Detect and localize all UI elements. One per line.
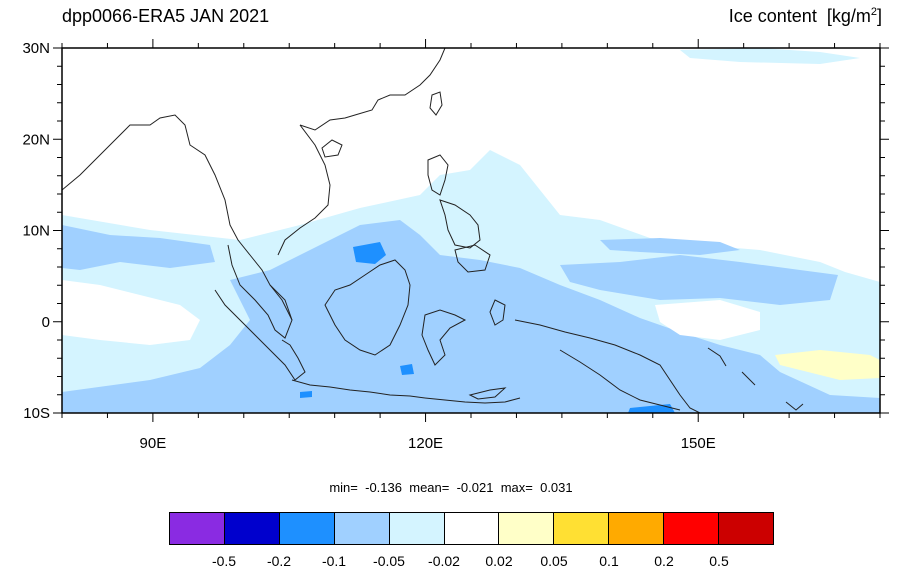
map-frame: 30N 20N 10N 0 10S 90E 120E 150E <box>22 39 889 452</box>
coast-indochina <box>299 48 446 131</box>
plot-title: dpp0066-ERA5 JAN 2021 <box>62 6 270 26</box>
lon-tick-label: 120E <box>408 435 443 452</box>
field-light-blue-northeast <box>600 238 740 255</box>
map-data-field <box>62 48 880 413</box>
coast-borneo <box>324 259 411 356</box>
field-light-blue-west <box>62 225 215 270</box>
colorbar-label: 0.5 <box>709 553 729 569</box>
colorbar-label: 0.02 <box>485 553 513 569</box>
colorbar-label: -0.5 <box>211 553 237 569</box>
field-pale-yellow-patch <box>775 350 880 380</box>
field-light-cyan-north <box>680 48 860 64</box>
coast-vietnam <box>277 124 331 256</box>
colorbar-labels: -0.5 -0.2 -0.1 -0.05 -0.02 0.02 0.05 0.1 0.2 0.5 <box>0 553 902 573</box>
stat-min-value: -0.136 <box>365 480 402 495</box>
stat-max-value: 0.031 <box>540 480 573 495</box>
colorbar-label: -0.1 <box>321 553 347 569</box>
coast-india-myanmar <box>62 114 293 321</box>
colorbar-swatch <box>279 513 335 544</box>
coast-java <box>291 379 426 399</box>
colorbar-label: 0.2 <box>654 553 674 569</box>
colorbar-label: 0.1 <box>599 553 619 569</box>
lat-tick-label: 0 <box>42 314 50 331</box>
variable-title: Ice content [kg/m2] <box>729 6 882 27</box>
colorbar-swatch <box>554 513 610 544</box>
coast-mindanao <box>454 244 491 273</box>
units-superscript: 2 <box>870 6 877 18</box>
coast-hainan <box>321 139 343 158</box>
lon-tick-label: 90E <box>140 435 167 452</box>
colorbar-swatch <box>664 513 720 544</box>
coast-new-guinea <box>514 319 701 413</box>
lat-tick-label: 20N <box>22 131 50 148</box>
longitude-ticks <box>61 39 881 422</box>
stat-max-label: max= <box>500 480 533 495</box>
lon-tick-label: 150E <box>681 435 716 452</box>
field-light-blue-east <box>560 255 838 305</box>
lat-tick-label: 30N <box>22 40 50 57</box>
colorbar-label: -0.05 <box>373 553 405 569</box>
units-prefix: [kg/m <box>826 6 871 26</box>
lat-tick-label: 10S <box>23 405 50 422</box>
map-plot: 30N 20N 10N 0 10S 90E 120E 150E <box>22 39 889 452</box>
colorbar-swatch <box>334 513 390 544</box>
coast-maluku <box>489 299 506 326</box>
colorbar-swatch <box>224 513 280 544</box>
coastlines <box>62 48 804 413</box>
stat-mean-label: mean= <box>409 480 450 495</box>
colorbar-swatch <box>389 513 445 544</box>
coast-philippines-visayas <box>439 199 481 249</box>
colorbar-label: -0.2 <box>266 553 292 569</box>
coast-sumatra <box>214 289 306 381</box>
field-white-pacific <box>655 300 760 340</box>
field-blue-patch-2 <box>400 364 414 375</box>
field-blue-patch-1 <box>353 242 386 264</box>
colorbar <box>169 512 774 545</box>
coast-bismarck <box>707 347 804 411</box>
stat-mean-value: -0.021 <box>456 480 494 495</box>
field-blue-patch-4 <box>300 391 312 398</box>
colorbar-swatch <box>609 513 665 544</box>
stat-min-label: min= <box>329 480 358 495</box>
latitude-labels: 30N 20N 10N 0 10S <box>22 40 50 422</box>
colorbar-swatch <box>444 513 500 544</box>
coast-sulawesi <box>421 309 467 366</box>
colorbar-label: 0.05 <box>540 553 568 569</box>
colorbar-label: -0.02 <box>428 553 460 569</box>
coast-philippines-luzon <box>427 154 449 196</box>
variable-name: Ice content <box>728 6 817 26</box>
lat-tick-label: 10N <box>22 223 50 240</box>
coast-new-guinea-south <box>559 349 681 411</box>
colorbar-swatch <box>499 513 555 544</box>
field-light-blue-central <box>62 220 880 413</box>
coast-malay-peninsula <box>227 244 293 339</box>
latitude-ticks <box>53 47 889 414</box>
longitude-labels: 90E 120E 150E <box>140 435 716 452</box>
coast-lesser-sunda <box>424 397 521 404</box>
colorbar-swatch <box>170 513 225 544</box>
coast-timor <box>468 387 507 400</box>
units-suffix: ] <box>876 6 882 26</box>
field-white-northwest <box>62 280 200 345</box>
statistics-line: min= -0.136 mean= -0.021 max= 0.031 <box>0 480 902 495</box>
colorbar-swatch <box>719 513 773 544</box>
coast-taiwan <box>429 91 443 116</box>
